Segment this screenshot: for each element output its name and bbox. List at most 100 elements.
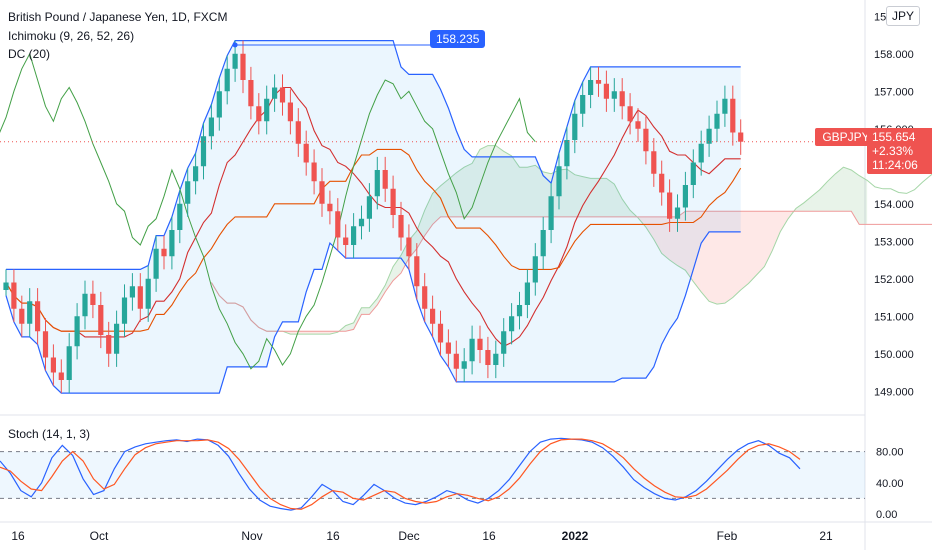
candle-body [477,338,483,350]
cloud-segment [369,298,378,315]
kijun-line [5,148,742,332]
price-tick-label: 152.000 [874,274,914,286]
ichimoku-cloud [210,145,932,335]
time-tick-label: 16 [11,529,25,543]
stoch-tick-label: 80.00 [876,447,904,459]
candle-body [366,196,372,219]
cloud-segment [314,331,322,335]
time-tick-label: Dec [398,529,419,543]
stoch-tick-label: 40.00 [876,478,904,490]
price-lines [0,42,865,143]
cloud-segment [748,211,757,284]
cloud-segment [859,175,868,225]
candle-body [382,170,388,189]
candle-body [461,361,467,369]
cloud-segment [464,163,473,217]
price-tick-label: 154.000 [874,199,914,211]
candle-body [698,143,704,163]
candle-body [390,188,396,215]
candle-body [524,282,530,305]
cloud-segment [717,211,725,305]
candle-body [98,305,104,335]
cloud-segment [574,174,583,217]
price-axis: 149.000 150.000 151.000 152.000 153.000 154.0… [874,11,914,398]
cloud-segment [298,331,307,335]
candle-body [161,248,167,257]
candle-body [485,350,491,365]
cloud-segment [353,307,362,330]
cloud-segment [843,167,852,212]
currency-button[interactable]: JPY [885,6,920,26]
cloud-segment [566,169,575,217]
cloud-segment [480,145,488,217]
price-tick-label: 150.000 [874,349,914,361]
chikou-line [0,52,536,370]
candle-body [327,203,333,212]
candle-body [690,162,696,185]
time-tick-label: 21 [819,529,833,543]
candle-body [580,95,586,114]
cloud-segment [590,178,599,217]
candle-body [422,286,428,309]
cloud-segment [456,167,465,217]
stoch-tick-label: 0.00 [876,509,897,521]
high-price-marker: 158.235 [430,30,486,48]
cloud-segment [803,196,812,212]
candle-body [659,173,665,193]
cloud-segment [424,193,433,236]
cloud-segment [645,216,654,240]
price-tick-label: 151.000 [874,311,914,323]
last-price-box: 155.654 +2.33% 11:24:06 [867,128,932,174]
candle-body [58,372,64,380]
candle-body [114,323,120,354]
cloud-segment [732,211,741,298]
cloud-segment [606,178,615,217]
candle-body [651,151,657,174]
candle-body [106,335,112,354]
stoch-legend: Stoch (14, 1, 3) [8,427,91,441]
candle-body [714,113,720,129]
candle-body [129,286,135,298]
cloud-segment [764,211,773,267]
candle-body [335,211,341,238]
candle-body [635,121,641,129]
dc-legend: DC (20) [8,47,51,61]
candle-body [437,323,444,343]
candle-body [453,353,459,369]
cloud-segment [503,151,512,217]
candle-body [682,185,688,208]
candle-body [279,87,286,103]
cloud-segment [709,211,717,305]
cloud-segment [835,167,844,212]
cloud-segment [582,176,591,217]
candle-body [414,256,420,287]
time-tick-label: 16 [482,529,496,543]
cloud-segment [827,173,836,212]
stochastic-pane [0,437,865,511]
price-change: +2.33% [872,144,914,158]
cloud-segment [306,331,315,335]
candle-body [153,248,159,279]
time-axis: 16 Oct Nov 16 Dec 16 2022 Feb 21 [11,529,833,543]
price-tick-label: 158.000 [874,49,914,61]
candle-body [42,331,49,358]
cloud-segment [756,211,765,275]
candle-body [730,98,736,133]
candle-body [493,353,499,365]
candle-body [548,196,554,230]
candle-body [208,117,214,137]
candle-body [509,316,515,332]
candle-body [224,68,230,92]
cloud-segment [693,211,702,292]
stoch-k-line [0,437,801,511]
cloud-segment [361,307,370,315]
candle-body [611,91,617,99]
cloud-segment [527,165,536,217]
candle-body [722,98,728,114]
candle-body [169,230,175,257]
cloud-segment [440,179,449,217]
candle-body [556,166,562,197]
candle-body [738,132,744,142]
